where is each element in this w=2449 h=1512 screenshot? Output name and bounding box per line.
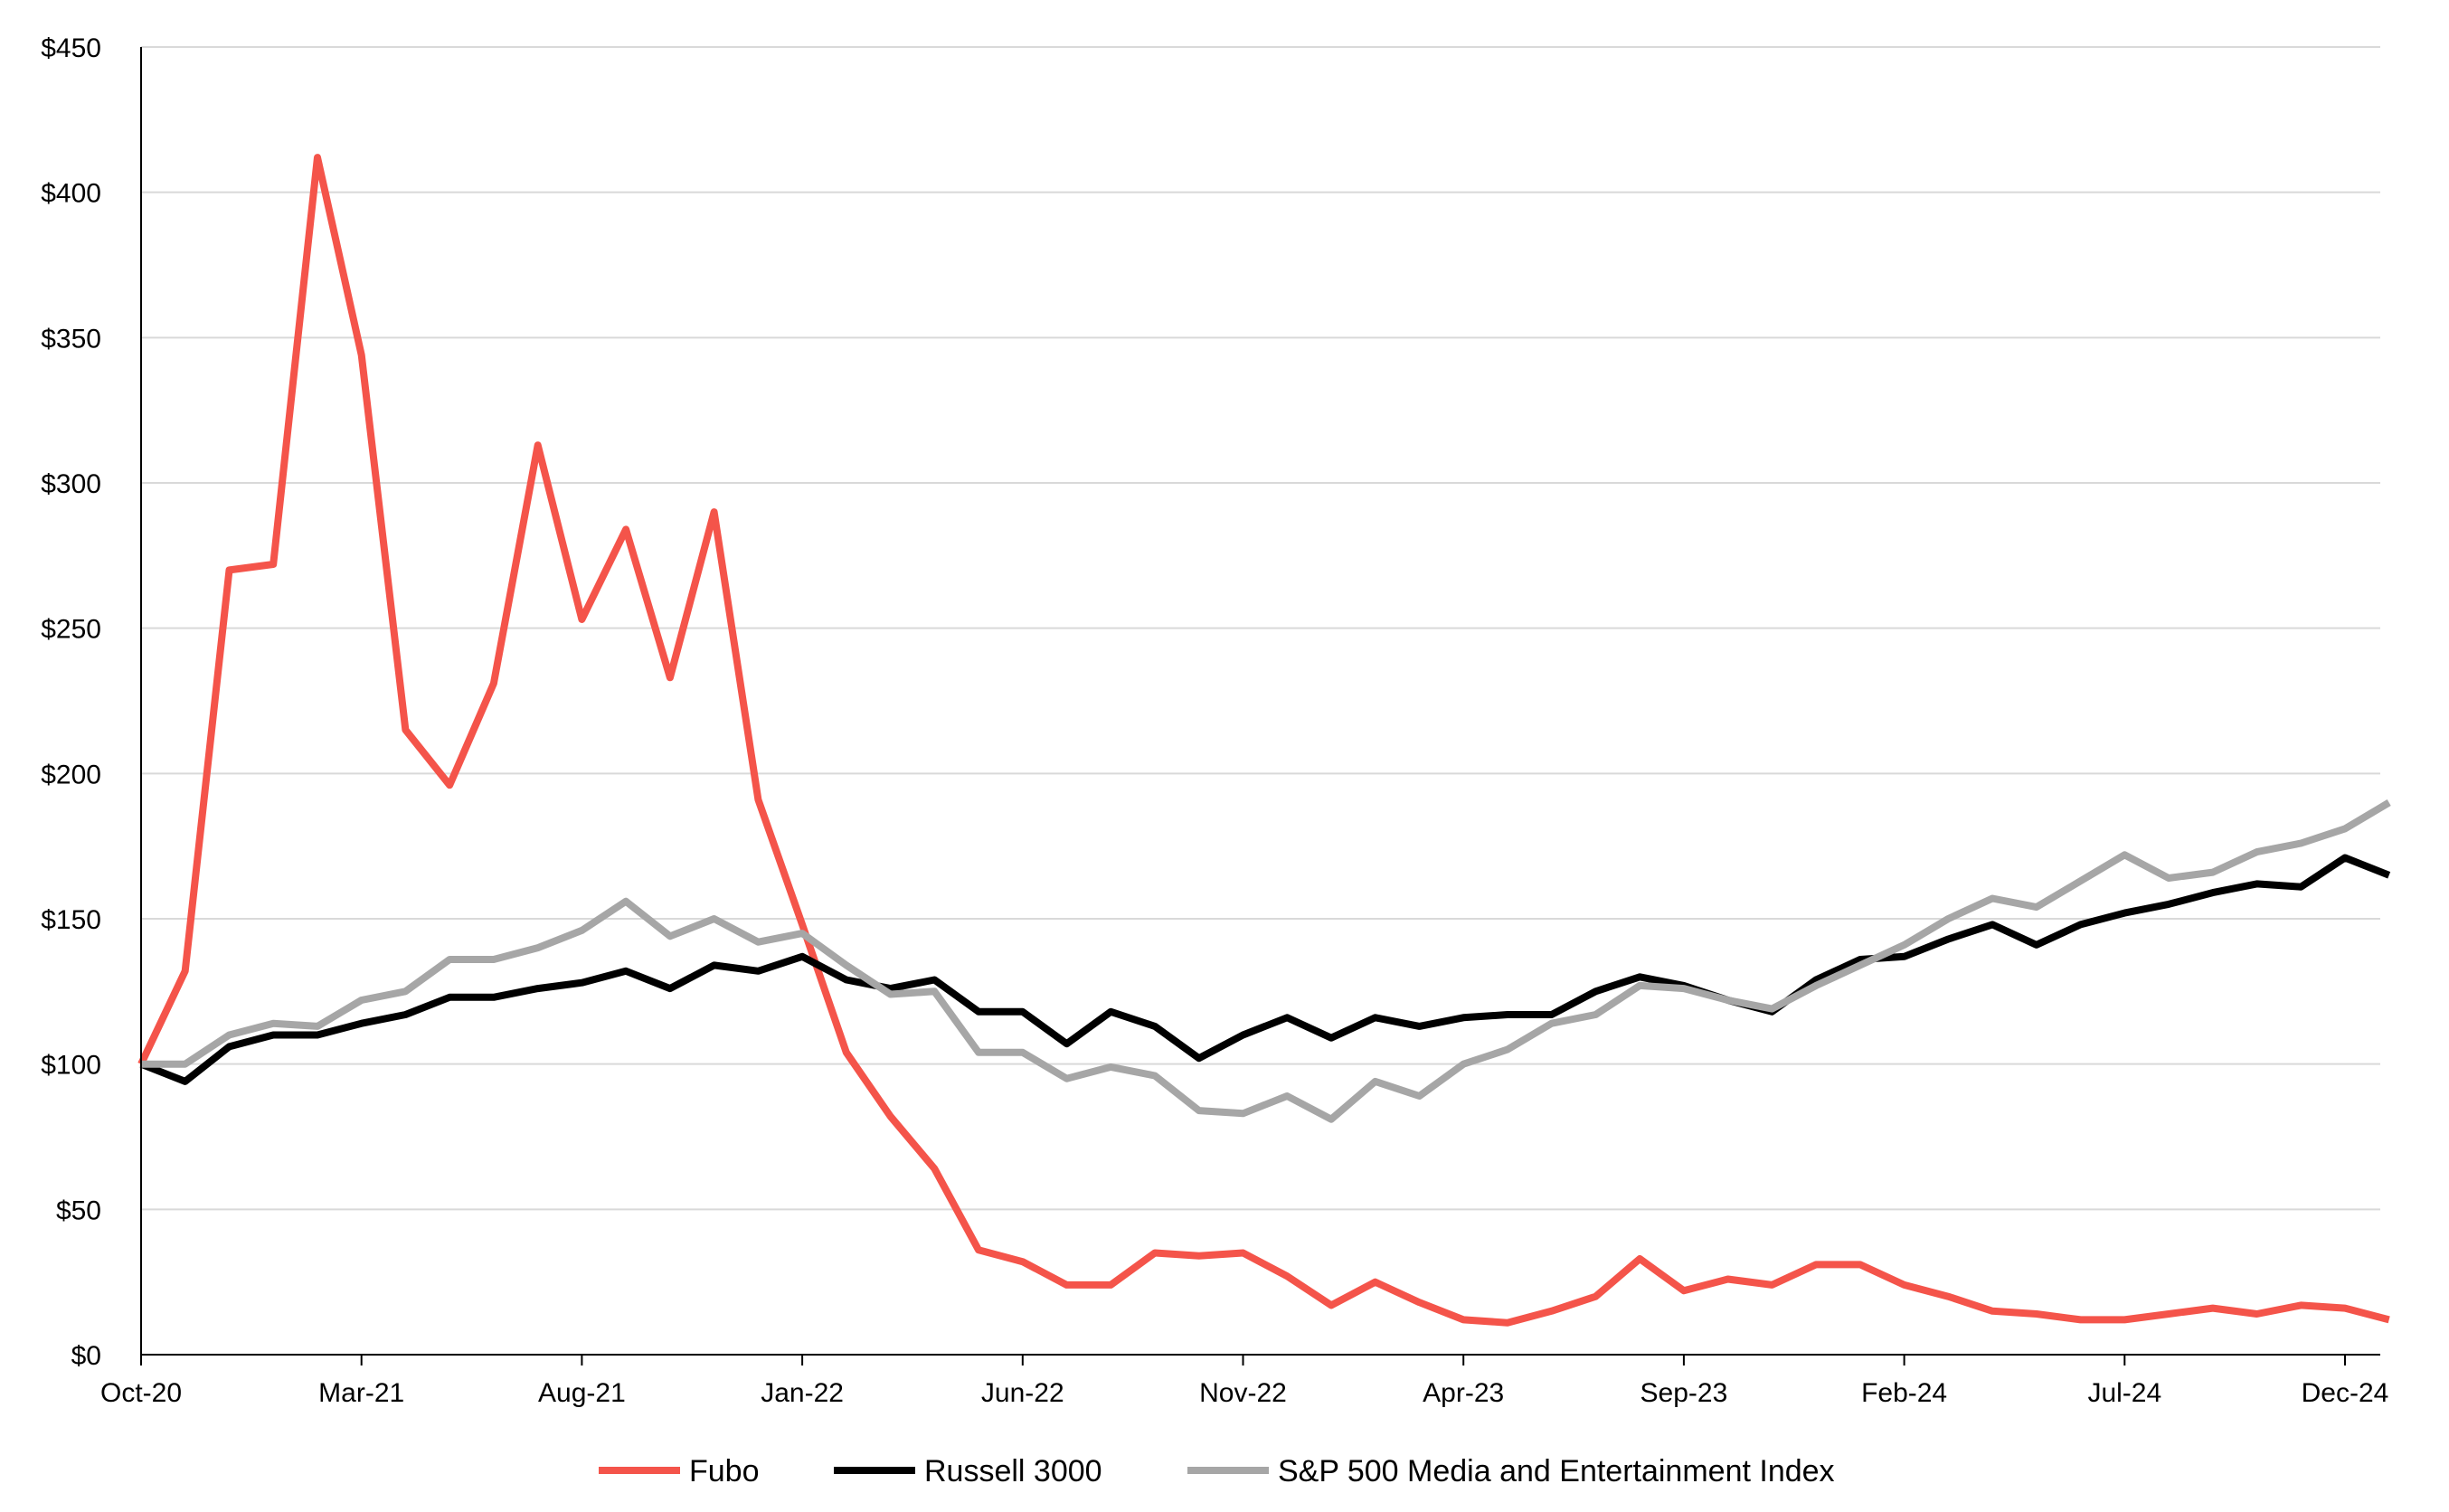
legend-label: S&P 500 Media and Entertainment Index: [1278, 1454, 1835, 1488]
series-lines: [137, 154, 2391, 1327]
y-tick-label: $200: [41, 760, 101, 789]
legend: Fubo Russell 3000 S&P 500 Media and Entert…: [599, 1454, 1835, 1488]
x-tick-label: Jun-22: [981, 1378, 1064, 1408]
x-tick-label: Jul-24: [2087, 1378, 2161, 1408]
axes: [140, 47, 2380, 1366]
gridlines: [141, 46, 2380, 1211]
y-tick-label: $400: [41, 179, 101, 209]
x-tick-label: Aug-21: [538, 1378, 626, 1408]
x-tick-label: Mar-21: [318, 1378, 404, 1408]
series-line-fubo: [137, 154, 2390, 1327]
series-line-sandp-500-media-and-entertainment-index: [141, 799, 2391, 1123]
x-axis-tick-labels: Oct-20 Mar-21 Aug-21 Jan-22 Jun-22 Nov-22 Apr-…: [100, 1378, 2388, 1408]
x-tick-label: Dec-24: [2302, 1378, 2389, 1408]
y-tick-label: $150: [41, 905, 101, 935]
y-tick-label: $250: [41, 615, 101, 645]
y-axis-tick-labels: $0 $50 $100 $150 $200 $250 $300 $350 $400 $450: [41, 33, 101, 1371]
y-tick-label: $50: [56, 1195, 101, 1225]
x-tick-label: Feb-24: [1861, 1378, 1947, 1408]
y-tick-label: $300: [41, 469, 101, 499]
y-tick-label: $350: [41, 324, 101, 354]
x-tick-label: Oct-20: [100, 1378, 182, 1408]
x-tick-label: Sep-23: [1641, 1378, 1728, 1408]
x-tick-label: Jan-22: [761, 1378, 844, 1408]
y-tick-label: $100: [41, 1051, 101, 1081]
y-tick-label: $450: [41, 33, 101, 63]
legend-label: Fubo: [689, 1454, 760, 1488]
series-line-russell-3000: [139, 854, 2391, 1085]
x-tick-label: Apr-23: [1423, 1378, 1504, 1408]
legend-label: Russell 3000: [924, 1454, 1102, 1488]
y-tick-label: $0: [71, 1341, 101, 1371]
x-tick-label: Nov-22: [1199, 1378, 1287, 1408]
